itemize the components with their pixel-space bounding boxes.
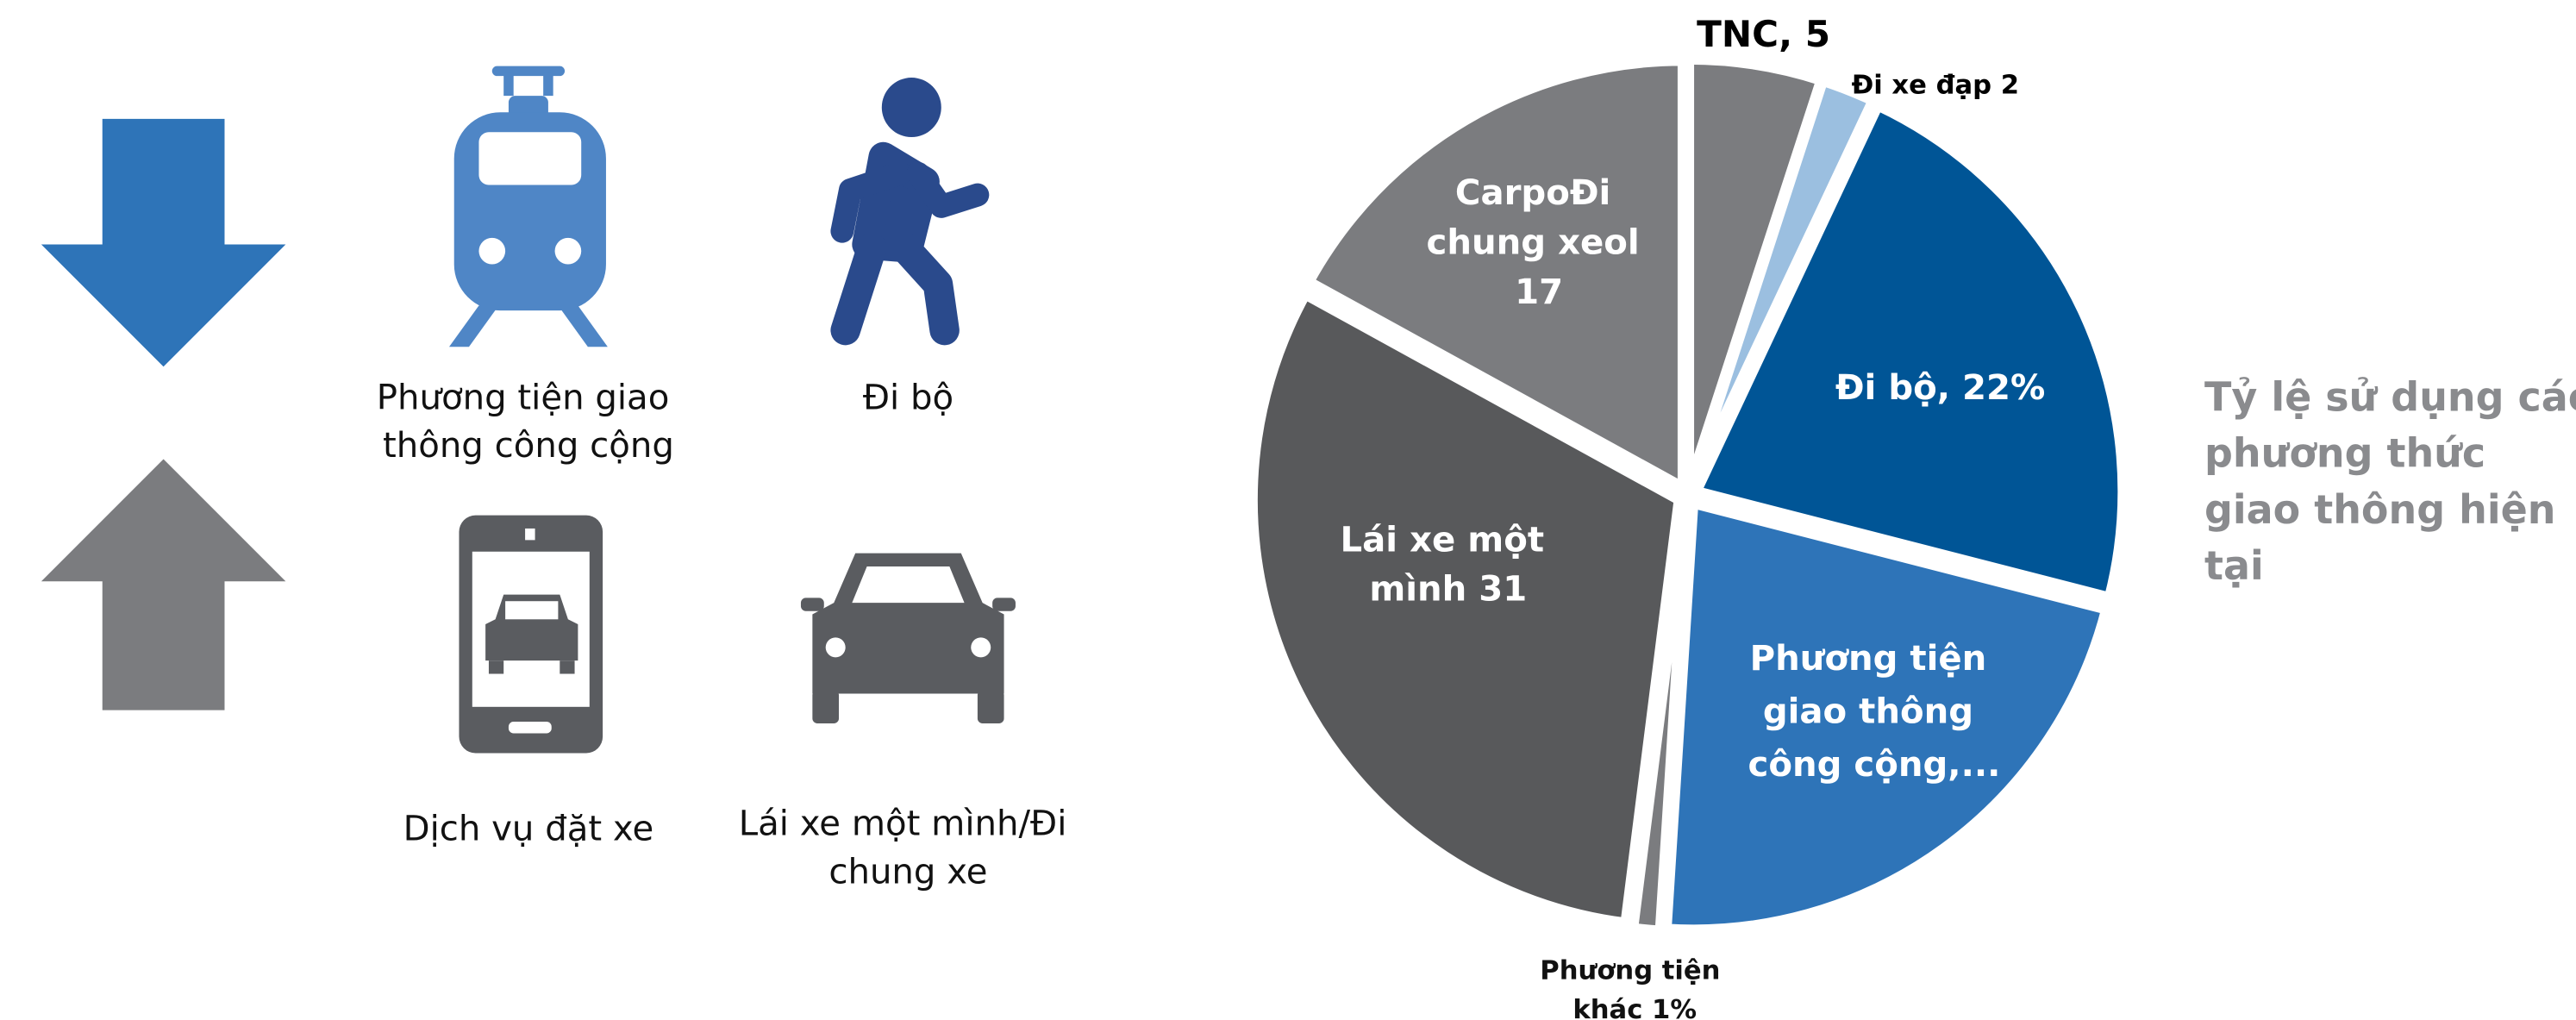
slice-label: Phương tiện khác 1% bbox=[1540, 955, 1729, 1020]
slice-label: Lái xe một mình 31 bbox=[1341, 520, 1557, 609]
train-window bbox=[478, 132, 582, 185]
walker-icon bbox=[830, 78, 990, 346]
car-window bbox=[852, 566, 965, 604]
train-icon bbox=[448, 66, 608, 347]
phone-button bbox=[508, 722, 552, 734]
slice-label: TNC, 5 bbox=[1697, 13, 1830, 55]
train-light bbox=[554, 237, 582, 265]
icon-label: Dịch vụ đặt xe bbox=[403, 809, 654, 848]
icon-label: Đi bộ bbox=[863, 379, 953, 418]
car-light bbox=[825, 637, 846, 658]
pie-slice bbox=[1247, 287, 1685, 929]
caption: Tỷ lệ sử dụng các phương thức giao thông… bbox=[2204, 373, 2576, 588]
slice-label: CarpoĐi chung xeol 17 bbox=[1427, 173, 1652, 312]
down-arrow bbox=[41, 118, 286, 367]
pie-slice bbox=[1628, 504, 1692, 936]
pie-slice bbox=[1661, 497, 2112, 935]
car-light bbox=[971, 637, 991, 658]
slice-label: Đi xe đạp 2 bbox=[1852, 70, 2020, 100]
icon-label: Lái xe một mình/Đi chung xe bbox=[739, 804, 1078, 892]
up-arrow bbox=[41, 459, 286, 710]
slice-label: Phương tiện giao thông công cộng,... bbox=[1748, 639, 2001, 785]
slice-label: Đi bộ, 22% bbox=[1835, 368, 2045, 408]
pie-slice bbox=[1689, 98, 2128, 604]
phone-camera bbox=[525, 528, 535, 541]
train-light bbox=[478, 237, 506, 265]
pie-slice bbox=[1686, 74, 1879, 489]
pie-slice bbox=[1302, 55, 1688, 496]
phone-car-window bbox=[505, 601, 559, 620]
icon-label: Phương tiện giao thông công cộng bbox=[377, 379, 680, 466]
